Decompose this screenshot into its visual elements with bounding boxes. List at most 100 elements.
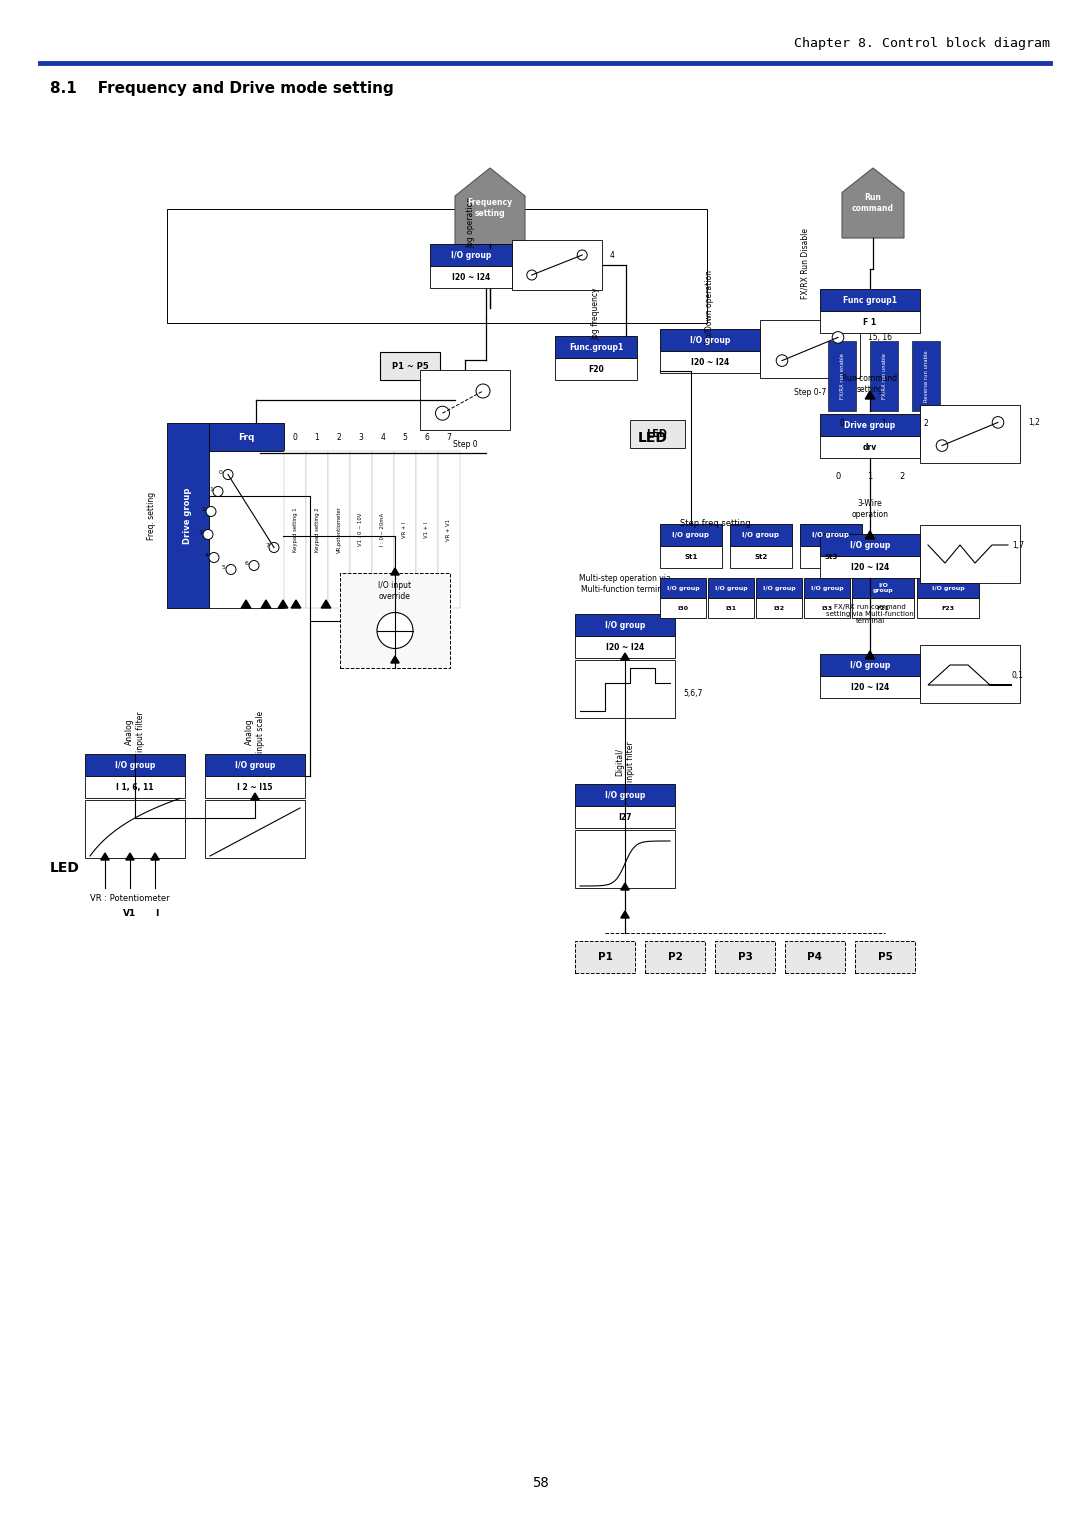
Bar — [820, 675, 920, 698]
Bar — [820, 654, 920, 675]
Text: Drive group: Drive group — [845, 420, 895, 429]
Text: 1,7: 1,7 — [1012, 541, 1024, 550]
Text: VR,potentiometer: VR,potentiometer — [337, 506, 341, 553]
Bar — [205, 801, 305, 859]
Text: I/O input
override: I/O input override — [378, 581, 411, 601]
Text: I/O group: I/O group — [743, 532, 780, 538]
Text: St3: St3 — [824, 555, 838, 559]
Text: drv: drv — [863, 443, 877, 451]
Bar — [820, 289, 920, 312]
Text: 2: 2 — [202, 507, 206, 512]
Bar — [555, 358, 637, 380]
Text: 1: 1 — [314, 432, 320, 442]
Bar — [660, 524, 723, 545]
Circle shape — [226, 564, 237, 575]
Text: 4: 4 — [205, 553, 210, 558]
Text: Freq. setting: Freq. setting — [147, 492, 156, 539]
Circle shape — [206, 506, 216, 516]
Text: V1 : 0 ~ 10V: V1 : 0 ~ 10V — [359, 513, 364, 545]
Bar — [85, 753, 185, 776]
Text: Multi-step operation via
Multi-function terminal: Multi-step operation via Multi-function … — [579, 575, 671, 594]
Text: Func group1: Func group1 — [843, 295, 897, 304]
Text: I: I — [156, 909, 159, 917]
Bar — [715, 941, 775, 973]
Text: Analog
input filter: Analog input filter — [125, 712, 145, 752]
Text: I/O group: I/O group — [605, 620, 645, 630]
Circle shape — [993, 417, 1003, 428]
Text: Analog
input scale: Analog input scale — [245, 711, 265, 753]
Text: 3: 3 — [359, 432, 364, 442]
Text: VR + I: VR + I — [403, 521, 407, 538]
Text: St1: St1 — [685, 555, 698, 559]
Text: St2: St2 — [754, 555, 768, 559]
Text: P1 ~ P5: P1 ~ P5 — [392, 362, 429, 370]
Text: 3-Wire
operation: 3-Wire operation — [851, 500, 889, 518]
Text: I/O group: I/O group — [450, 251, 491, 260]
Text: Func.group1: Func.group1 — [569, 342, 623, 351]
Text: I/O group: I/O group — [673, 532, 710, 538]
Bar — [804, 597, 850, 617]
Circle shape — [527, 270, 537, 280]
Text: Max/Min
frequency
group: Max/Min frequency group — [899, 555, 930, 571]
Polygon shape — [261, 601, 271, 608]
Text: I/O group: I/O group — [812, 532, 850, 538]
Text: 0: 0 — [835, 472, 840, 480]
Polygon shape — [125, 853, 134, 860]
Text: I/O group: I/O group — [690, 336, 730, 344]
Bar — [820, 556, 920, 578]
Polygon shape — [865, 532, 875, 539]
Bar — [645, 941, 705, 973]
Text: FX/RX run enable: FX/RX run enable — [839, 353, 845, 399]
Bar — [420, 370, 510, 429]
Text: I 2 ~ I15: I 2 ~ I15 — [238, 782, 273, 792]
Bar — [512, 240, 602, 290]
Text: P3: P3 — [738, 952, 753, 963]
Text: 0: 0 — [219, 471, 222, 475]
Bar — [205, 776, 305, 798]
Bar — [416, 451, 438, 608]
Text: Up/Down operation: Up/Down operation — [705, 270, 715, 344]
Text: I/O group: I/O group — [234, 761, 275, 770]
Polygon shape — [842, 168, 904, 238]
Text: 2: 2 — [337, 432, 341, 442]
Text: P5: P5 — [878, 952, 892, 963]
Bar — [917, 578, 978, 597]
Text: 5: 5 — [403, 432, 407, 442]
Text: 2: 2 — [900, 472, 905, 480]
Bar — [575, 784, 675, 805]
Bar — [660, 545, 723, 568]
Polygon shape — [621, 883, 630, 889]
Bar — [760, 319, 860, 377]
Polygon shape — [391, 568, 400, 575]
Text: I/O
group: I/O group — [873, 582, 893, 593]
Bar — [85, 801, 185, 859]
Text: I20 ~ I24: I20 ~ I24 — [606, 642, 644, 651]
Polygon shape — [391, 656, 400, 663]
Text: I20 ~ I24: I20 ~ I24 — [851, 562, 889, 571]
Bar — [820, 435, 920, 458]
Text: I27: I27 — [618, 813, 632, 822]
Bar — [917, 597, 978, 617]
Text: Keypad setting 2: Keypad setting 2 — [314, 507, 320, 552]
Text: FX/RX run unable: FX/RX run unable — [881, 353, 887, 399]
Circle shape — [777, 354, 787, 367]
Bar — [575, 805, 675, 828]
Text: 1: 1 — [881, 419, 887, 428]
Bar — [870, 341, 897, 411]
Text: I/O group: I/O group — [666, 585, 700, 590]
Bar — [430, 244, 512, 266]
Text: I/O group: I/O group — [932, 585, 964, 590]
Text: 7: 7 — [265, 542, 269, 549]
Text: 6: 6 — [424, 432, 430, 442]
Polygon shape — [865, 391, 875, 399]
Text: VR + V1: VR + V1 — [446, 518, 451, 541]
Bar — [855, 941, 915, 973]
Bar — [660, 329, 760, 351]
Text: LED: LED — [50, 860, 80, 876]
Circle shape — [833, 332, 843, 344]
Bar — [828, 341, 856, 411]
Bar — [730, 545, 792, 568]
Polygon shape — [251, 793, 259, 801]
Text: I32: I32 — [773, 605, 784, 611]
Text: I33: I33 — [822, 605, 833, 611]
